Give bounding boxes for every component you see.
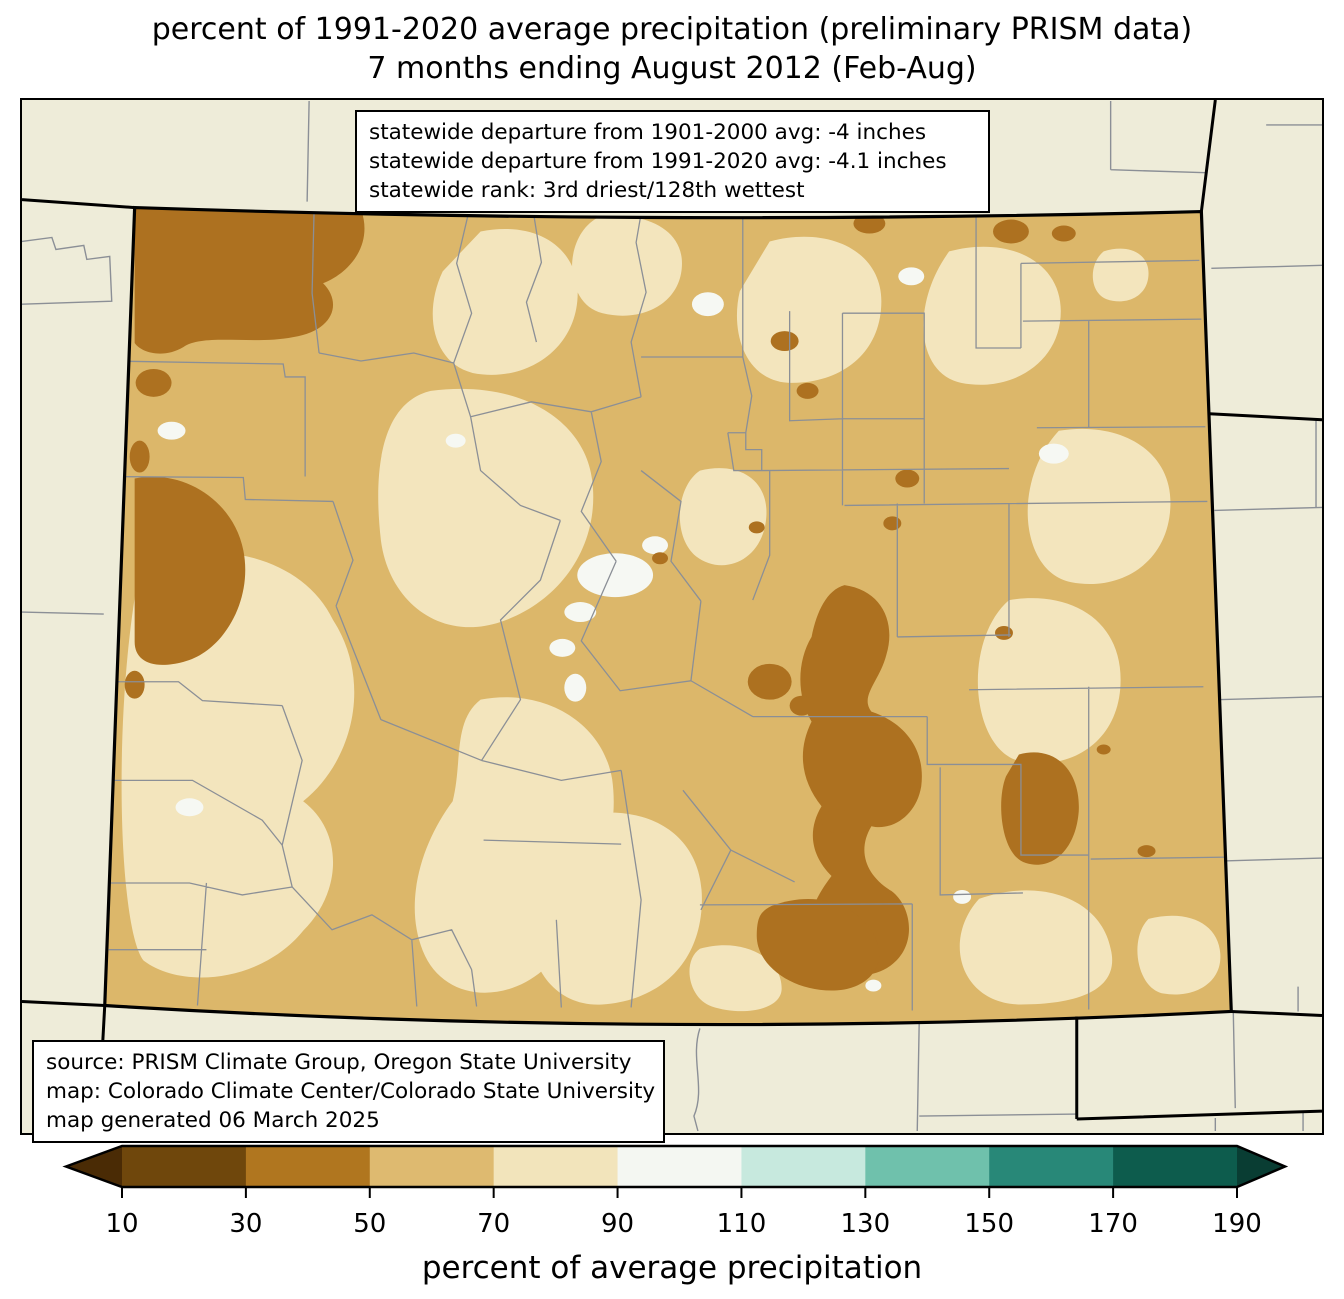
colorbar-segment — [122, 1146, 247, 1187]
colorbar-left-arrow — [66, 1146, 122, 1187]
colorbar-tick-label: 70 — [477, 1209, 510, 1239]
colorbar-right-arrow — [1237, 1146, 1285, 1187]
band-90-110-patches — [157, 267, 1069, 992]
county-lines — [105, 209, 1229, 1011]
statewide-stats-box: statewide departure from 1901-2000 avg: … — [355, 110, 990, 213]
band-70-90-patches — [121, 215, 1221, 1012]
source-line-1: source: PRISM Climate Group, Oregon Stat… — [46, 1050, 632, 1075]
colorbar-segments — [122, 1146, 1238, 1187]
colorbar-tick-label: 110 — [717, 1209, 767, 1239]
map-title: percent of 1991-2020 average precipitati… — [0, 10, 1344, 88]
colorbar-tick-label: 10 — [105, 1209, 138, 1239]
source-attribution-box: source: PRISM Climate Group, Oregon Stat… — [32, 1040, 665, 1143]
colorbar-segment — [1113, 1146, 1238, 1187]
colorbar-segment — [493, 1146, 619, 1187]
colorbar-segment — [989, 1146, 1114, 1187]
colorbar-tick-label: 150 — [964, 1209, 1014, 1239]
colorbar: 10 30 50 70 90 110 130 150 170 190 percent of ave… — [0, 1138, 1344, 1299]
map-frame — [20, 98, 1324, 1135]
title-line-1: percent of 1991-2020 average precipitati… — [151, 12, 1193, 47]
source-line-3: map generated 06 March 2025 — [46, 1108, 380, 1133]
colorbar-axis-label: percent of average precipitation — [421, 1250, 923, 1286]
colorbar-segment — [865, 1146, 990, 1187]
colorbar-tick-label: 170 — [1088, 1209, 1138, 1239]
colorbar-segment — [369, 1146, 495, 1187]
stats-line-3: statewide rank: 3rd driest/128th wettest — [369, 178, 805, 203]
colorbar-tick-label: 50 — [353, 1209, 386, 1239]
title-line-2: 7 months ending August 2012 (Feb-Aug) — [367, 51, 977, 86]
stats-line-1: statewide departure from 1901-2000 avg: … — [369, 120, 927, 145]
colorbar-segment — [617, 1146, 743, 1187]
colorbar-tick-label: 130 — [841, 1209, 891, 1239]
colorbar-ticks: 10 30 50 70 90 110 130 150 170 190 — [105, 1187, 1262, 1239]
neighbor-county-lines — [22, 100, 1322, 1132]
colorbar-tick-label: 30 — [229, 1209, 262, 1239]
colorbar-segment — [741, 1146, 866, 1187]
colorbar-svg: 10 30 50 70 90 110 130 150 170 190 — [62, 1144, 1289, 1239]
band-30-50-patches — [124, 207, 1156, 991]
colorbar-segment — [245, 1146, 371, 1187]
stats-line-2: statewide departure from 1991-2020 avg: … — [369, 149, 947, 174]
colorbar-tick-label: 90 — [601, 1209, 634, 1239]
state-fill-layers — [104, 207, 1232, 1025]
colorbar-tick-label: 190 — [1212, 1209, 1262, 1239]
colorado-state-border — [103, 205, 1233, 1027]
source-line-2: map: Colorado Climate Center/Colorado St… — [46, 1079, 656, 1104]
colorado-precip-map — [22, 100, 1322, 1133]
